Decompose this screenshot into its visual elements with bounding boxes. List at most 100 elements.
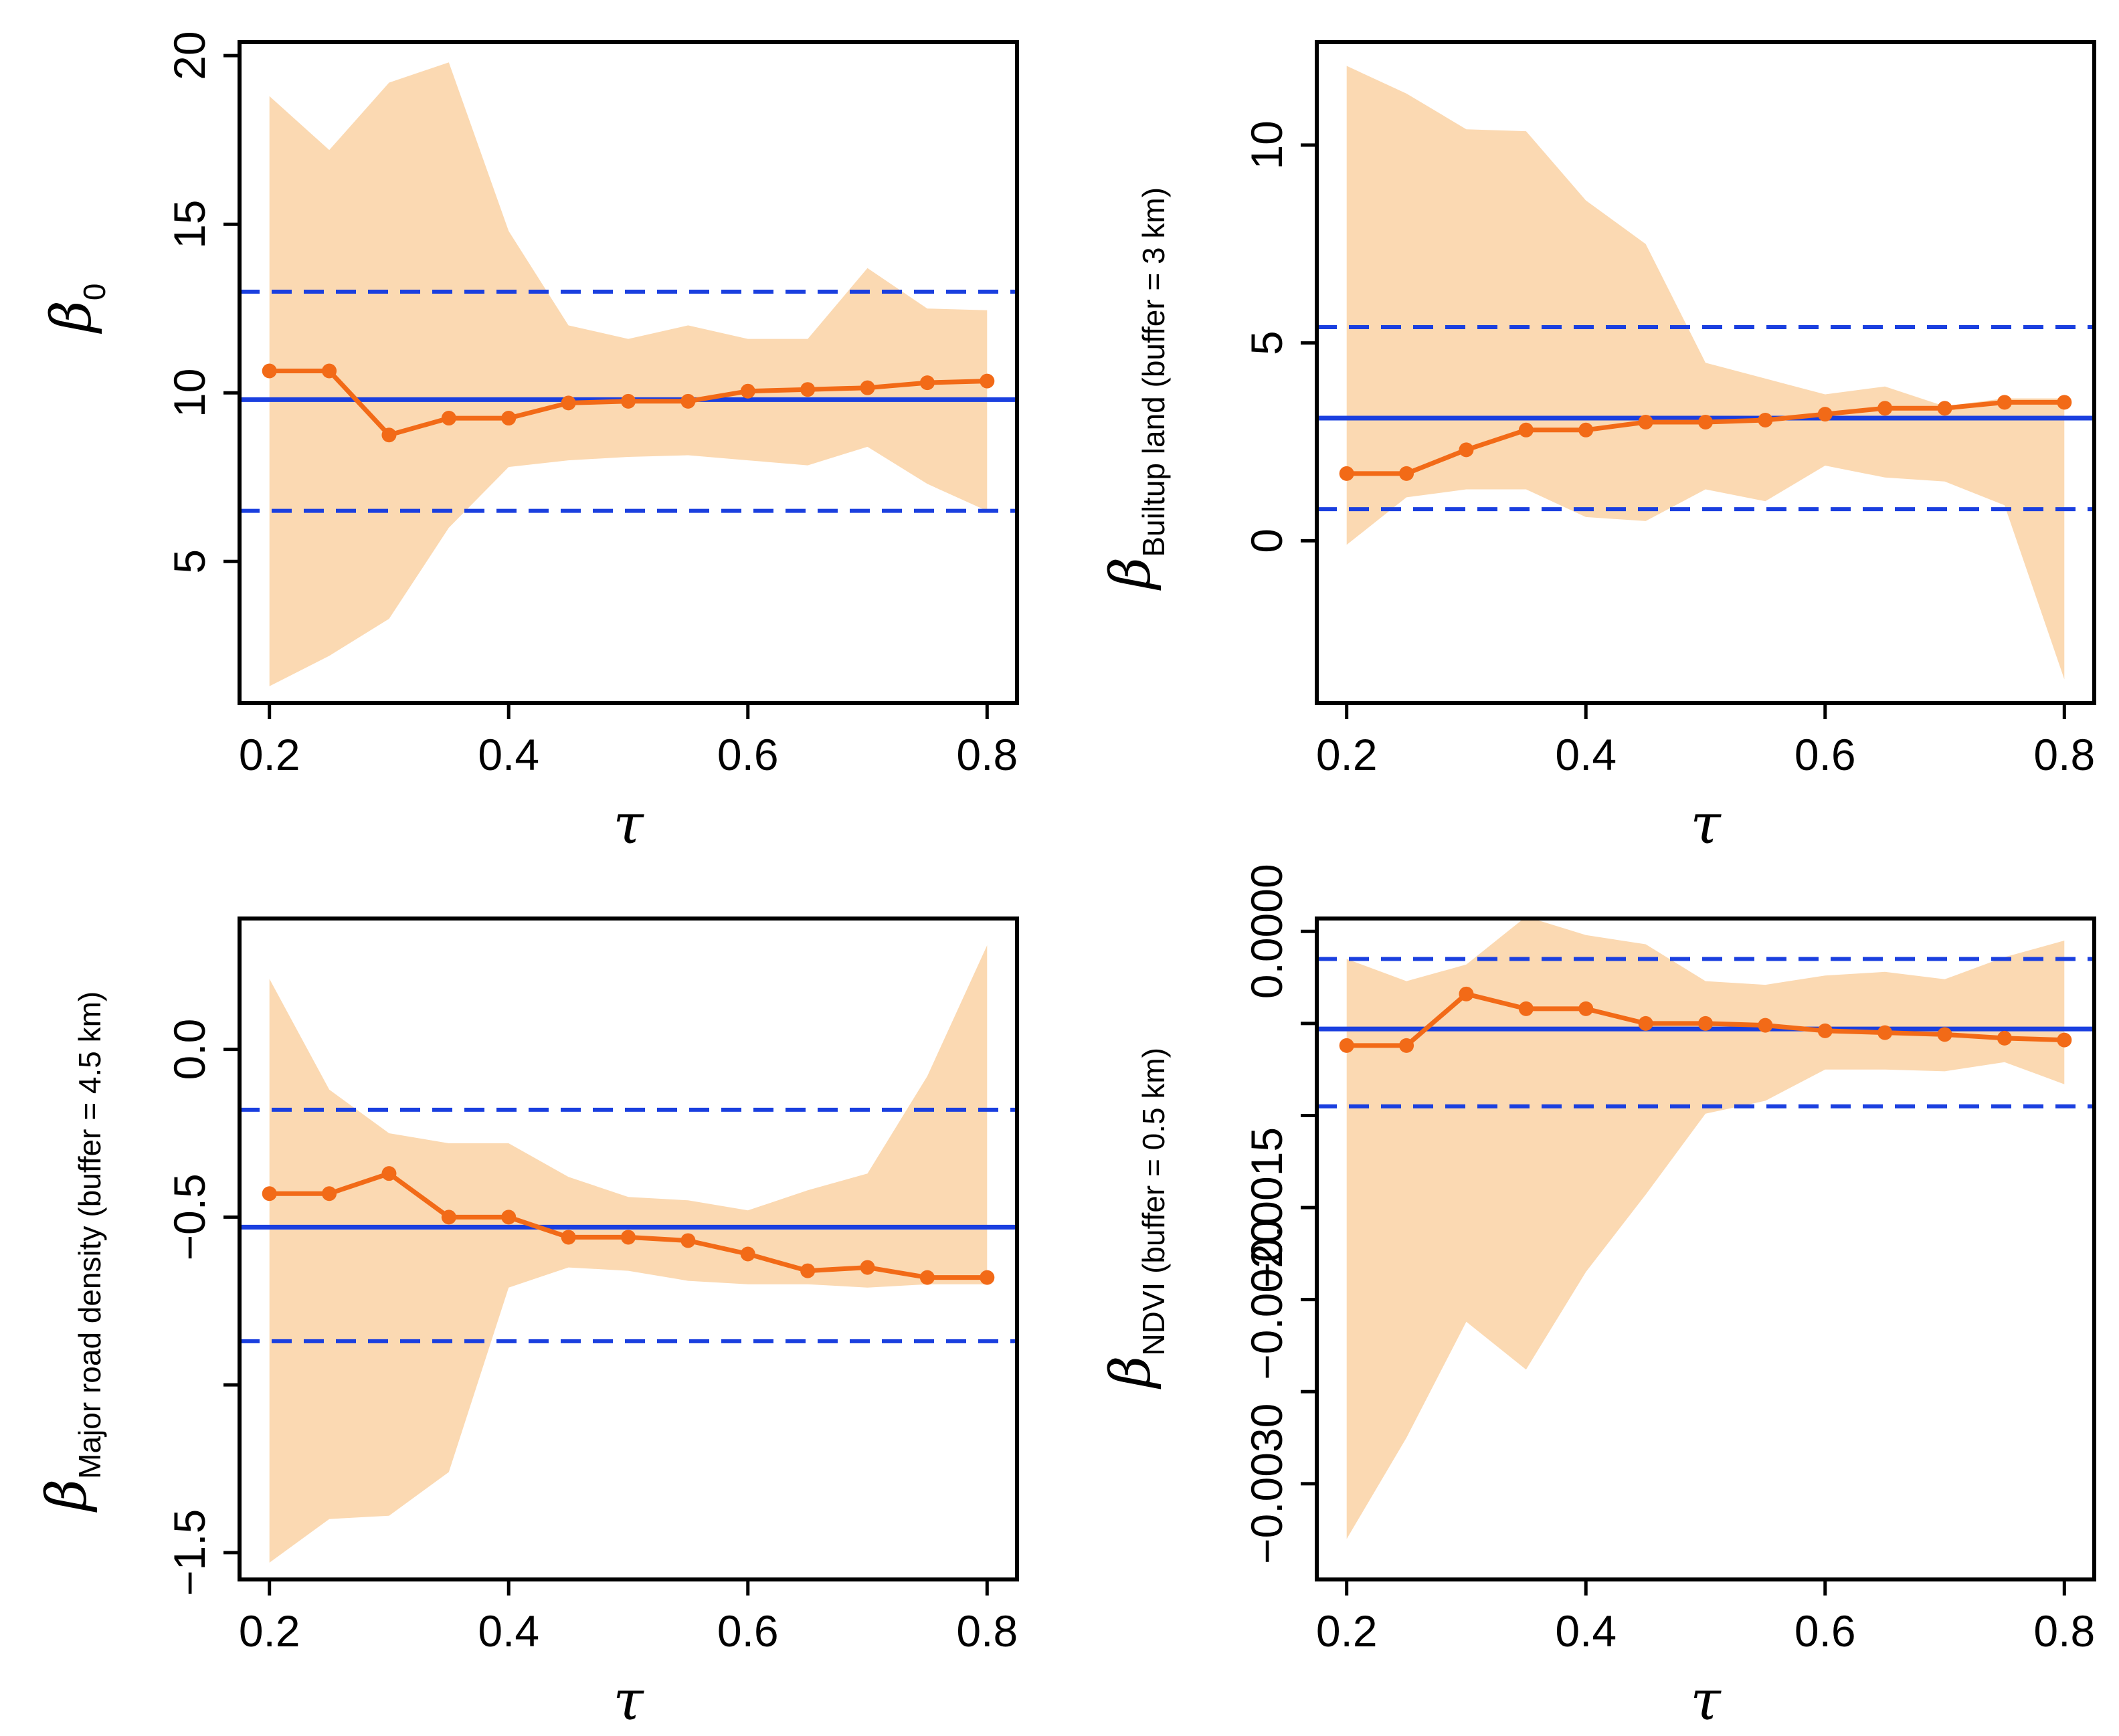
y-axis-title-bottom-right: βNDVI (buffer = 0.5 km) bbox=[1099, 1048, 1171, 1389]
quantile-estimate-point bbox=[381, 1166, 397, 1181]
panel-bottom-right: 0.2 0.4 0.6 0.8−0.0030−0.0020−0.00150.0000 … bbox=[1099, 864, 2096, 1733]
y-tick-label: 20 bbox=[165, 31, 214, 80]
x-tick-label: 0.8 bbox=[2033, 1606, 2095, 1656]
x-tick-label: 0.4 bbox=[1555, 1606, 1617, 1656]
y-axis-title-symbol: β bbox=[40, 300, 104, 334]
quantile-estimate-point bbox=[1339, 466, 1354, 481]
y-tick-label: 0.0 bbox=[165, 1019, 214, 1080]
quantile-estimate-point bbox=[1937, 1027, 1952, 1042]
x-axis-title-top-left: τ bbox=[613, 793, 644, 856]
quantile-estimate-point bbox=[1638, 1016, 1653, 1031]
x-tick-label: 0.8 bbox=[2033, 730, 2095, 779]
quantile-estimate-point bbox=[919, 1270, 935, 1285]
y-axis-title-top-left: β0 bbox=[40, 284, 112, 334]
quantile-estimate-point bbox=[621, 393, 636, 409]
quantile-estimate-point bbox=[1937, 401, 1952, 416]
quantile-estimate-point bbox=[919, 375, 935, 391]
quantile-estimate-point bbox=[2057, 395, 2072, 410]
y-axis-title-subscript: NDVI (buffer = 0.5 km) bbox=[1136, 1048, 1171, 1356]
quantile-estimate-point bbox=[1758, 412, 1773, 427]
quantile-estimate-point bbox=[621, 1230, 636, 1245]
quantile-estimate-point bbox=[1698, 1016, 1713, 1031]
quantile-estimate-point bbox=[740, 1246, 755, 1262]
quantile-estimate-point bbox=[561, 395, 576, 411]
plot-frame-bottom-left bbox=[238, 917, 1019, 1581]
quantile-estimate-point bbox=[1399, 466, 1414, 481]
quantile-estimate-point bbox=[1459, 986, 1474, 1001]
x-tick-label: 0.4 bbox=[478, 730, 539, 779]
y-tick-label: 5 bbox=[1242, 330, 1291, 355]
confidence-band bbox=[269, 945, 988, 1563]
y-axis-title-symbol: β bbox=[1099, 557, 1163, 591]
quantile-estimate-point bbox=[800, 382, 816, 397]
quantile-estimate-point bbox=[680, 393, 696, 409]
y-tick-label: −1.5 bbox=[165, 1509, 214, 1596]
quantile-estimate-point bbox=[860, 1260, 875, 1275]
y-axis-title-bottom-left: βMajor road density (buffer = 4.5 km) bbox=[35, 991, 107, 1513]
quantile-estimate-point bbox=[1578, 422, 1594, 438]
quantile-estimate-point bbox=[1399, 1038, 1414, 1053]
y-axis-title-subscript: Major road density (buffer = 4.5 km) bbox=[72, 991, 107, 1479]
y-tick-label: −0.0015 bbox=[1242, 1127, 1291, 1288]
x-tick-label: 0.2 bbox=[1316, 730, 1378, 779]
plot-frame-top-right bbox=[1315, 40, 2096, 705]
x-axis-title-bottom-right: τ bbox=[1690, 1669, 1722, 1733]
y-tick-label: 10 bbox=[1242, 120, 1291, 169]
quantile-estimate-point bbox=[1817, 407, 1833, 422]
quantile-estimate-point bbox=[1817, 1023, 1833, 1038]
y-tick-label: −0.5 bbox=[165, 1173, 214, 1260]
quantile-estimate-point bbox=[1578, 1001, 1594, 1016]
plot-area-bottom-right: 0.2 0.4 0.6 0.8 −0.0030 −0.0020−0.0015 0.0000 bbox=[1242, 864, 2095, 1656]
quantile-estimate-point bbox=[860, 380, 875, 395]
y-axis-title-symbol: β bbox=[35, 1479, 99, 1513]
quantile-estimate-point bbox=[1698, 414, 1713, 429]
x-tick-label: 0.6 bbox=[717, 1606, 779, 1656]
quantile-estimate-point bbox=[1518, 422, 1534, 438]
y-tick-label: 0 bbox=[1242, 528, 1291, 553]
x-tick-label: 0.2 bbox=[1316, 1606, 1378, 1656]
plot-area-top-right: 0.2 0.4 0.6 0.8 0 5 10 bbox=[1242, 66, 2095, 779]
y-tick-label: 0.0000 bbox=[1242, 864, 1291, 999]
quantile-estimate-point bbox=[680, 1233, 696, 1248]
y-axis-title-subscript: 0 bbox=[77, 284, 112, 301]
plot-frame-bottom-right bbox=[1315, 917, 2096, 1581]
quantile-estimate-point bbox=[1758, 1018, 1773, 1033]
x-tick-label: 0.2 bbox=[239, 730, 300, 779]
x-tick-label: 0.8 bbox=[956, 730, 1018, 779]
quantile-estimate-point bbox=[1877, 1025, 1893, 1040]
quantile-estimate-point bbox=[381, 427, 397, 443]
quantile-estimate-point bbox=[441, 411, 456, 426]
quantile-estimate-point bbox=[501, 411, 517, 426]
x-tick-label: 0.6 bbox=[717, 730, 779, 779]
quantile-estimate-point bbox=[262, 1186, 277, 1201]
y-tick-label: −0.0030 bbox=[1242, 1404, 1291, 1564]
y-tick-label: 5 bbox=[165, 549, 214, 574]
quantile-estimate-point bbox=[980, 1270, 995, 1285]
quantile-estimate-point bbox=[262, 363, 277, 379]
quantile-estimate-point bbox=[441, 1210, 456, 1225]
y-tick-label: 10 bbox=[165, 369, 214, 417]
quantile-estimate-point bbox=[740, 383, 755, 399]
quantile-estimate-point bbox=[1877, 401, 1893, 416]
y-axis-title-top-right: βBuiltup land (buffer = 3 km) bbox=[1099, 187, 1171, 591]
quantile-estimate-point bbox=[1518, 1001, 1534, 1016]
x-tick-label: 0.4 bbox=[478, 1606, 539, 1656]
quantile-estimate-point bbox=[2057, 1032, 2072, 1048]
quantile-estimate-point bbox=[561, 1230, 576, 1245]
x-tick-label: 0.8 bbox=[956, 1606, 1018, 1656]
plot-area-top-left: 0.2 0.4 0.6 0.8 5 10 15 20 bbox=[165, 31, 1018, 779]
x-tick-label: 0.4 bbox=[1555, 730, 1617, 779]
confidence-band bbox=[1346, 917, 2065, 1539]
y-tick-label: −0.0020 bbox=[1242, 1219, 1291, 1379]
quantile-estimate-point bbox=[501, 1210, 517, 1225]
x-tick-label: 0.2 bbox=[239, 1606, 300, 1656]
quantile-estimate-point bbox=[980, 373, 995, 389]
quantile-estimate-point bbox=[322, 363, 337, 379]
panel-top-left: 0.2 0.4 0.6 0.8 5 10 15 20 τ β0 bbox=[40, 31, 1019, 856]
x-axis-title-bottom-left: τ bbox=[613, 1669, 644, 1733]
confidence-band bbox=[1346, 66, 2065, 680]
plot-frame-top-left bbox=[238, 40, 1019, 705]
plot-area-bottom-left: 0.2 0.4 0.6 0.8 −1.5 −0.5 0.0 bbox=[165, 945, 1018, 1656]
y-axis-title-symbol: β bbox=[1099, 1356, 1163, 1389]
